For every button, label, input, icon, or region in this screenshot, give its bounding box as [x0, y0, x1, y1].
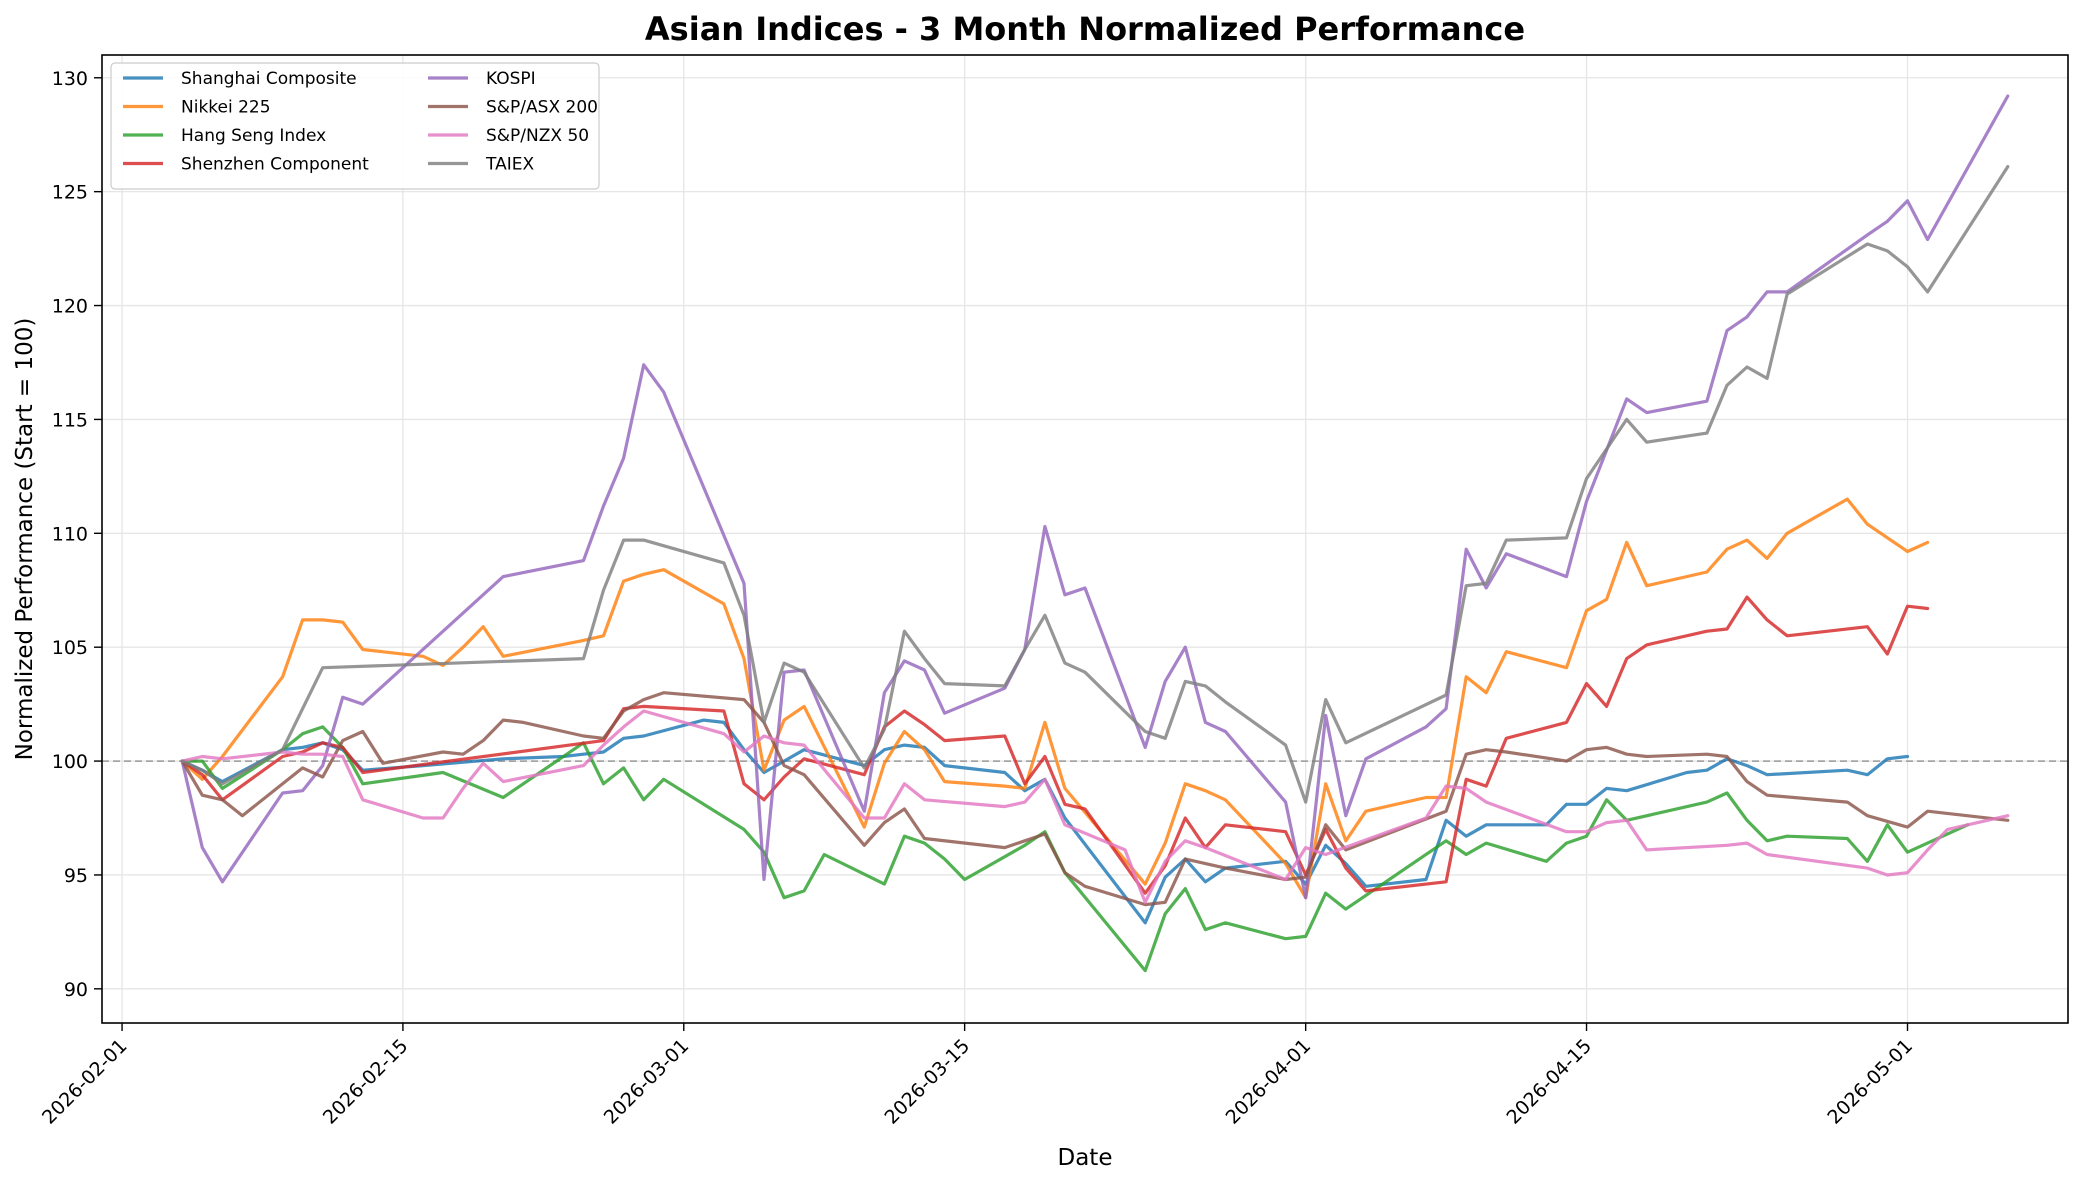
series-lines [180, 94, 2010, 973]
x-tick-label: 2026-04-15 [1502, 1035, 1596, 1129]
legend-box [110, 62, 600, 190]
legend: Shanghai Composite Nikkei 225 Hang Seng In… [110, 62, 600, 190]
legend-entry: Shanghai Composite [181, 69, 357, 89]
x-axis-ticks: 2026-02-01 2026-02-15 2026-03-01 2026-03-15… [38, 1023, 1917, 1129]
legend-entry: Nikkei 225 [181, 98, 271, 118]
x-tick-label: 2026-05-01 [1823, 1035, 1917, 1129]
y-tick-label: 130 [52, 68, 88, 90]
legend-entry: S&P/NZX 50 [486, 126, 589, 146]
legend-entry: S&P/ASX 200 [486, 98, 598, 118]
x-tick-label: 2026-02-15 [319, 1035, 413, 1129]
legend-entry: Hang Seng Index [181, 126, 326, 146]
legend-entry: TAIEX [485, 155, 534, 175]
series-line-shanghai-composite [180, 718, 1910, 925]
series-line-nikkei-225 [180, 497, 1930, 900]
y-tick-label: 115 [52, 409, 88, 431]
y-tick-label: 125 [52, 182, 88, 204]
y-axis-ticks: 90 95 100 105 110 115 120 125 130 [52, 68, 102, 1001]
y-tick-label: 100 [52, 751, 88, 773]
y-tick-label: 95 [64, 865, 88, 887]
x-tick-label: 2026-04-01 [1222, 1035, 1316, 1129]
y-tick-label: 120 [52, 296, 88, 318]
y-axis-label: Normalized Performance (Start = 100) [12, 318, 38, 761]
legend-entry: KOSPI [486, 69, 536, 89]
x-axis-label: Date [1058, 1145, 1113, 1171]
chart-title: Asian Indices - 3 Month Normalized Perfo… [645, 10, 1525, 48]
y-tick-label: 110 [52, 523, 88, 545]
series-line-s-p-nzx-50 [180, 709, 2010, 904]
y-tick-label: 90 [64, 979, 88, 1001]
series-line-taiex [180, 165, 2010, 804]
series-line-kospi [180, 94, 2010, 900]
legend-entry: Shenzhen Component [181, 155, 369, 175]
x-tick-label: 2026-03-01 [600, 1035, 694, 1129]
y-tick-label: 105 [52, 637, 88, 659]
grid [102, 55, 2068, 1023]
x-tick-label: 2026-02-01 [38, 1035, 132, 1129]
plot-frame [101, 54, 2069, 1024]
series-line-s-p-asx-200 [180, 691, 2010, 907]
x-tick-label: 2026-03-15 [881, 1035, 975, 1129]
